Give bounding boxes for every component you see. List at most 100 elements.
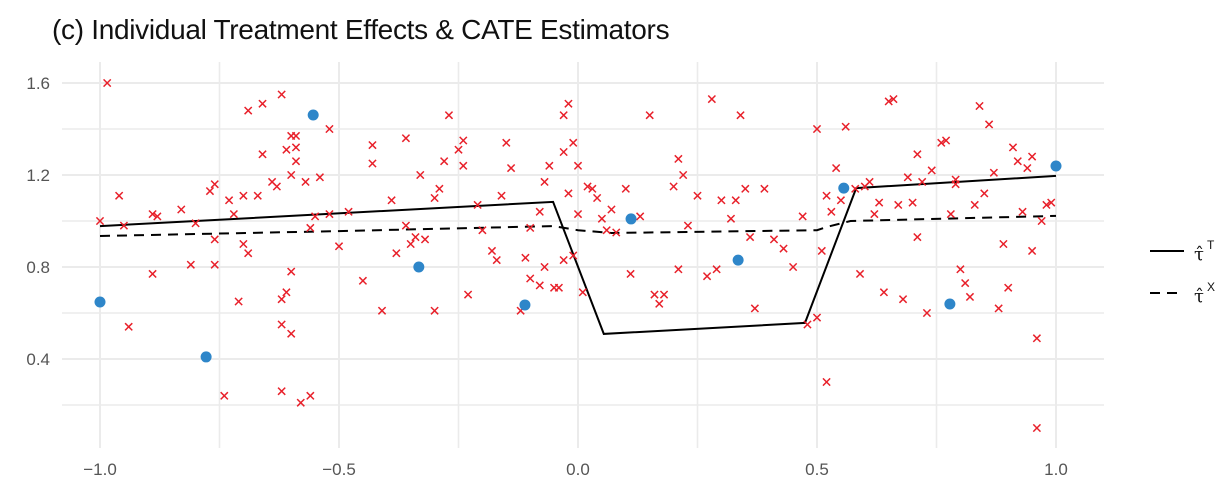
ite-cross-marker [736,111,745,120]
ite-cross-marker [1027,246,1037,256]
cross-stroke [244,249,253,258]
ite-cross-marker [239,191,248,200]
ite-cross-marker [803,320,812,329]
cross-stroke [186,260,195,269]
ite-cross-marker [291,157,301,166]
cross-stroke [683,221,693,230]
cross-stroke [607,205,616,214]
cross-stroke [301,177,310,187]
cross-stroke [559,111,568,120]
cross-stroke [411,232,420,242]
cross-stroke [707,94,716,104]
y-tick-label: 1.6 [26,74,50,93]
cross-stroke [344,207,353,216]
cross-stroke [918,177,927,187]
ite-cross-marker [287,170,296,180]
cross-stroke [506,163,516,173]
ite-cross-marker [277,320,286,329]
cross-stroke [277,295,286,304]
cross-stroke [717,196,726,205]
cross-stroke [803,320,812,329]
cross-stroke [636,212,645,221]
treated-dot-marker [200,351,212,363]
ite-cross-marker [908,198,917,207]
cross-stroke [1047,198,1056,207]
cross-stroke [659,290,669,299]
ite-cross-marker [898,295,908,304]
treated-dot-marker [519,299,531,311]
ite-cross-marker [975,101,984,111]
ite-cross-marker [103,78,112,88]
ite-cross-marker [693,191,702,200]
cross-stroke [750,304,759,313]
ite-cross-marker [937,138,946,147]
legend-label: τ̂ [1194,286,1204,307]
ite-cross-marker [726,214,736,223]
cross-stroke [224,196,234,205]
cross-stroke [334,242,344,251]
ite-cross-marker [401,134,411,143]
x-tick-label: −1.0 [83,460,117,479]
cross-stroke [267,177,277,187]
cross-stroke [894,200,903,210]
ite-cross-marker [411,232,420,242]
cross-stroke [287,170,296,180]
ite-cross-marker [578,288,587,297]
cross-stroke [989,168,998,177]
ite-cross-marker [583,182,592,191]
treated-dots [94,109,1062,363]
cross-stroke [310,212,320,221]
cross-stroke [406,239,415,249]
ite-cross-marker [956,265,965,274]
cross-stroke [191,219,200,228]
cross-stroke [674,265,683,274]
cross-stroke [177,205,186,214]
ite-cross-marker [1008,143,1018,152]
ite-cross-marker [669,182,678,191]
cross-stroke [258,150,267,159]
cross-stroke [210,235,219,244]
ite-cross-marker [1018,207,1027,216]
cross-stroke [726,214,736,223]
cross-stroke [1008,143,1018,152]
ite-cross-marker [306,391,315,400]
ite-cross-marker [822,377,831,387]
ite-cross-marker [1037,216,1046,226]
cross-stroke [148,269,157,279]
ite-cross-marker [831,163,841,173]
cross-stroke [1032,334,1042,343]
cross-stroke [239,239,248,249]
cross-stroke [1042,200,1051,210]
ite-cross-marker [244,106,253,115]
cross-stroke [870,209,879,219]
ite-cross-marker [717,196,726,205]
cross-stroke [788,262,798,272]
ite-cross-marker [497,191,506,200]
cross-stroke [946,209,955,219]
ite-cross-marker [827,207,836,216]
cross-stroke [459,161,468,170]
ite-cross-marker [368,140,377,150]
cross-stroke [487,246,497,256]
ite-cross-marker [884,97,893,106]
cross-stroke [831,163,841,173]
cross-stroke [693,191,702,200]
ite-cross-marker [344,207,353,216]
ite-cross-marker [875,198,884,207]
y-tick-label: 1.2 [26,166,50,185]
cross-stroke [941,136,951,145]
cross-stroke [1018,207,1027,216]
cross-stroke [898,295,908,304]
ite-cross-marker [913,150,922,159]
ite-cross-marker [597,214,607,223]
ite-cross-marker [994,304,1003,313]
ite-cross-marker [258,99,267,108]
ite-cross-marker [229,209,238,219]
treated-dot-marker [307,109,319,121]
treated-dot-marker [1050,160,1062,172]
cross-stroke [1023,163,1032,173]
ite-cross-marker [712,265,721,274]
ite-cross-marker [569,138,578,147]
ite-cross-marker [387,196,396,205]
ite-cross-marker [287,267,296,276]
